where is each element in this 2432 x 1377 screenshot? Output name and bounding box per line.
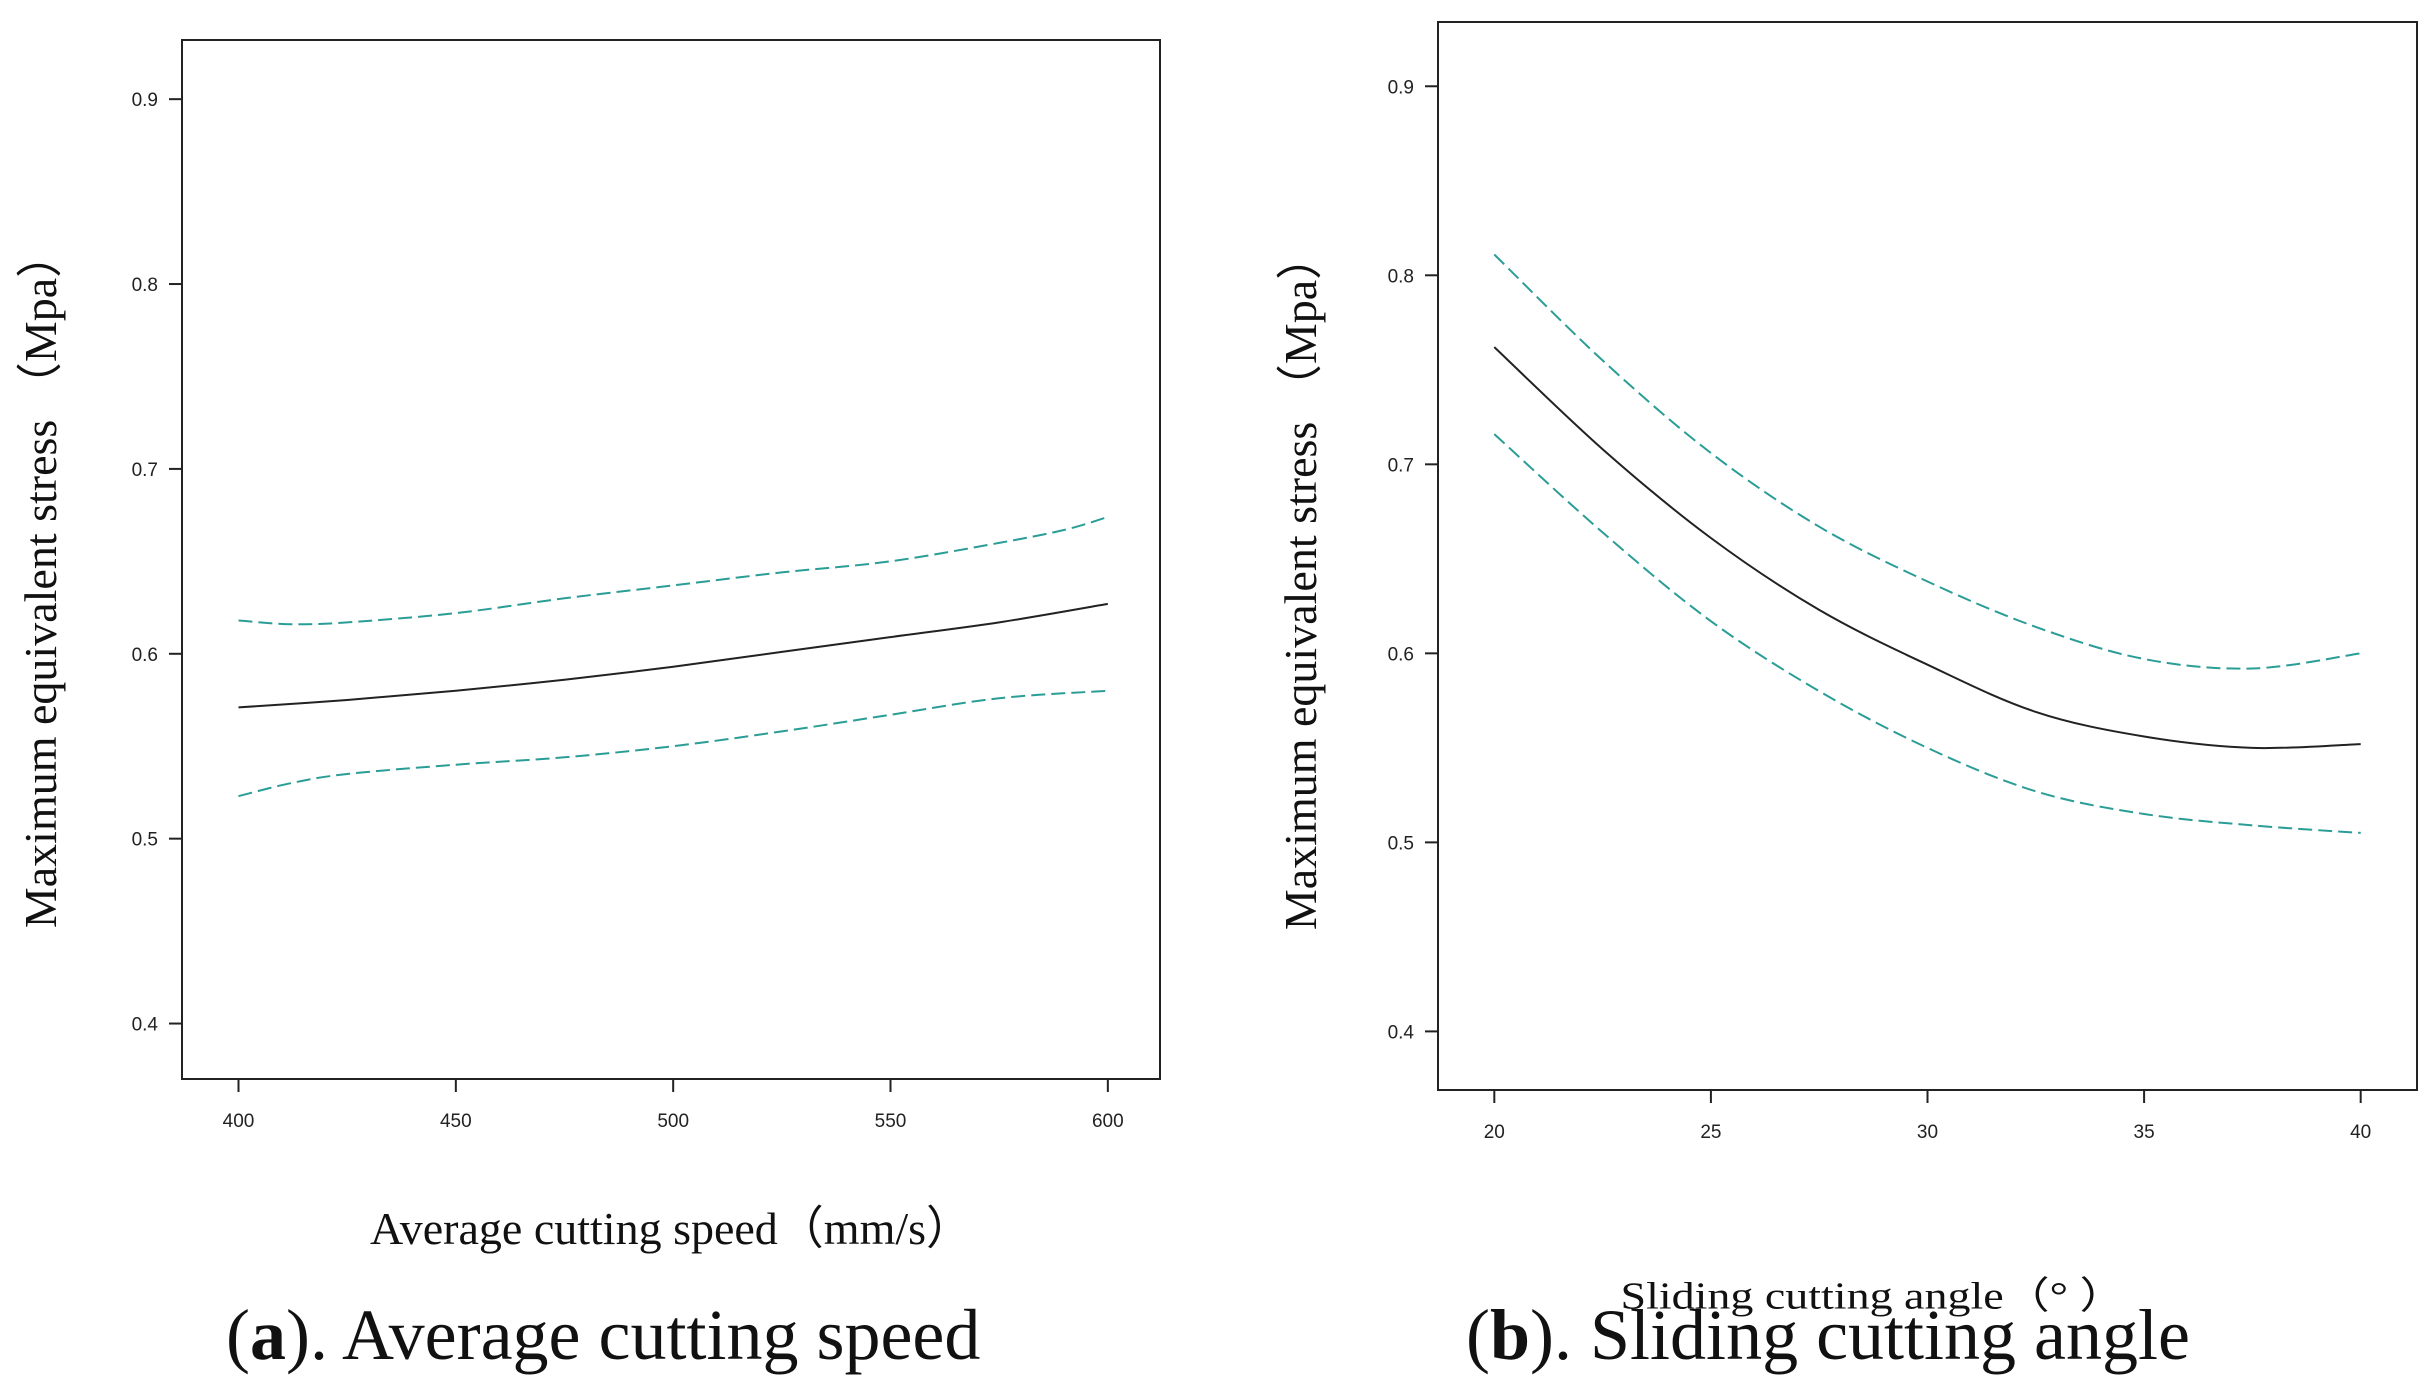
panel-b-series [1493, 253, 2361, 834]
panel-a-y-tick-label: 0.4 [132, 1015, 159, 1036]
panel-b-fit-line [1493, 346, 2361, 750]
panel-a-x-axis-label: Average cutting speed（mm/s） [370, 1203, 972, 1254]
panel-b-y-tick-label: 0.4 [1388, 1022, 1415, 1043]
panel-a-caption: (a). Average cutting speed [226, 1295, 980, 1375]
panel-b-plot-frame [1437, 21, 2418, 1091]
panel-b-x-axis: 20 25 30 35 40 [1484, 1090, 2371, 1143]
panel-b-lower-confidence-line [1493, 433, 2361, 834]
panel-b-x-tick-label: 25 [1700, 1122, 1721, 1143]
panel-a-plot-frame [181, 39, 1161, 1080]
panel-a-lower-confidence-line [238, 689, 1108, 798]
panel-b-caption-text: ). Sliding cutting angle [1530, 1295, 2190, 1375]
panel-b-x-tick-label: 30 [1917, 1122, 1938, 1143]
panel-b-x-axis-label: Sliding cutting angle（° ） [1621, 1276, 2126, 1317]
panel-a-x-tick-label: 550 [875, 1111, 907, 1132]
panel-a-average-cutting-speed: 400 450 500 550 600 0.4 0.5 0.6 0.7 0.8 0.9 Avera… [15, 39, 1161, 1375]
panel-b-y-tick-label: 0.9 [1388, 77, 1414, 98]
panel-a-y-tick-label: 0.8 [132, 275, 158, 296]
panel-b-y-tick-label: 0.5 [1388, 833, 1414, 854]
panel-b-x-tick-label: 40 [2350, 1122, 2371, 1143]
panel-b-x-tick-label: 20 [1484, 1122, 1505, 1143]
panel-b-caption-letter: b [1490, 1295, 1530, 1375]
panel-a-fit-line [238, 602, 1108, 709]
panel-a-upper-confidence-line [238, 516, 1109, 626]
panel-a-y-axis-label: Maximum equivalent stress （Mpa） [15, 232, 66, 928]
panel-a-y-tick-label: 0.7 [132, 460, 158, 481]
panel-b-y-tick-label: 0.8 [1388, 266, 1414, 287]
panel-a-x-tick-label: 450 [440, 1111, 472, 1132]
panel-b-sliding-cutting-angle: 20 25 30 35 40 0.4 0.5 0.6 0.7 0.8 0.9 Sliding cu… [1275, 21, 2418, 1375]
panel-a-x-tick-label: 500 [657, 1111, 689, 1132]
panel-b-y-tick-label: 0.7 [1388, 455, 1414, 476]
panel-b-x-tick-label: 35 [2134, 1122, 2155, 1143]
panel-b-y-axis: 0.4 0.5 0.6 0.7 0.8 0.9 [1388, 77, 1438, 1043]
panel-b-y-axis-label: Maximum equivalent stress （Mpa） [1275, 234, 1326, 930]
panel-a-caption-letter: a [250, 1295, 286, 1375]
panel-a-series [238, 516, 1109, 798]
panel-a-y-tick-label: 0.6 [132, 645, 158, 666]
panel-a-y-tick-label: 0.9 [132, 90, 158, 111]
panel-b-y-tick-label: 0.6 [1388, 644, 1414, 665]
panel-a-y-axis: 0.4 0.5 0.6 0.7 0.8 0.9 [132, 90, 182, 1036]
panel-a-x-tick-label: 600 [1092, 1111, 1124, 1132]
panel-b-caption: (b). Sliding cutting angle [1466, 1295, 2190, 1375]
panel-a-caption-text: ). Average cutting speed [286, 1295, 980, 1375]
panel-a-x-axis: 400 450 500 550 600 [223, 1079, 1124, 1132]
panel-b-upper-confidence-line [1493, 253, 2361, 670]
panel-a-x-tick-label: 400 [223, 1111, 255, 1132]
panel-a-y-tick-label: 0.5 [132, 830, 158, 851]
